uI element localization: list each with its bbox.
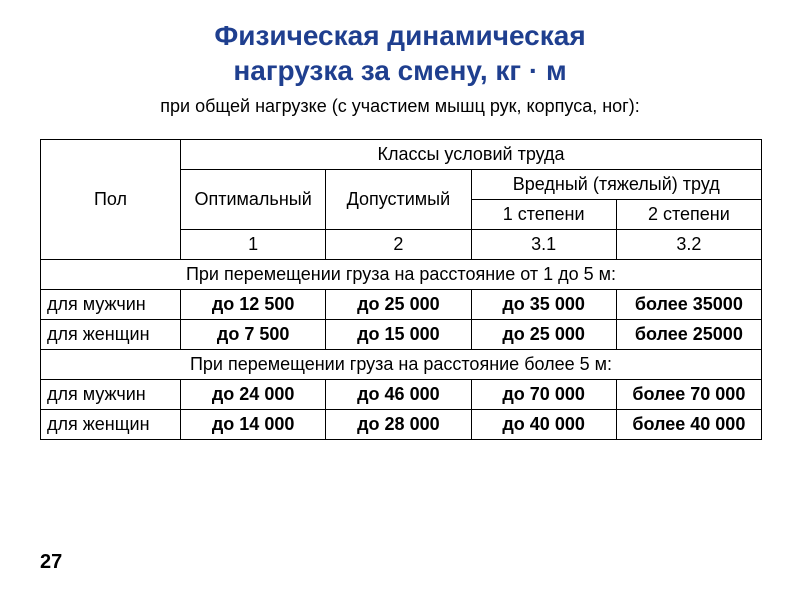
header-classes: Классы условий труда	[181, 140, 762, 170]
header-optimal: Оптимальный	[181, 170, 326, 230]
slide: Физическая динамическая нагрузка за смен…	[0, 0, 800, 600]
cell-value: более 40 000	[616, 410, 761, 440]
cell-value: до 46 000	[326, 380, 471, 410]
page-number: 27	[40, 551, 62, 574]
table-header-row: Пол Классы условий труда	[41, 140, 762, 170]
section1-label: При перемещении груза на расстояние от 1…	[41, 260, 762, 290]
row-label: для мужчин	[41, 290, 181, 320]
load-table: Пол Классы условий труда Оптимальный Доп…	[40, 139, 762, 440]
row-label: для женщин	[41, 410, 181, 440]
section-label-row: При перемещении груза на расстояние боле…	[41, 350, 762, 380]
cell-value: до 7 500	[181, 320, 326, 350]
cell-value: более 25000	[616, 320, 761, 350]
cell-value: до 15 000	[326, 320, 471, 350]
title-line-2: нагрузка за смену, кг · м	[233, 55, 566, 86]
header-code-3-2: 3.2	[616, 230, 761, 260]
cell-value: до 25 000	[471, 320, 616, 350]
cell-value: до 12 500	[181, 290, 326, 320]
table-row: для женщин до 14 000 до 28 000 до 40 000…	[41, 410, 762, 440]
header-code-1: 1	[181, 230, 326, 260]
row-label: для женщин	[41, 320, 181, 350]
header-code-2: 2	[326, 230, 471, 260]
header-harmful: Вредный (тяжелый) труд	[471, 170, 762, 200]
title-line-1: Физическая динамическая	[214, 20, 585, 51]
cell-value: до 40 000	[471, 410, 616, 440]
cell-value: более 70 000	[616, 380, 761, 410]
table-row: для женщин до 7 500 до 15 000 до 25 000 …	[41, 320, 762, 350]
section-label-row: При перемещении груза на расстояние от 1…	[41, 260, 762, 290]
header-degree-2: 2 степени	[616, 200, 761, 230]
row-label: для мужчин	[41, 380, 181, 410]
cell-value: до 24 000	[181, 380, 326, 410]
section2-label: При перемещении груза на расстояние боле…	[41, 350, 762, 380]
slide-subtitle: при общей нагрузке (с участием мышц рук,…	[40, 96, 760, 117]
table-row: для мужчин до 12 500 до 25 000 до 35 000…	[41, 290, 762, 320]
cell-value: до 35 000	[471, 290, 616, 320]
cell-value: до 70 000	[471, 380, 616, 410]
header-gender: Пол	[41, 140, 181, 260]
cell-value: более 35000	[616, 290, 761, 320]
header-allowable: Допустимый	[326, 170, 471, 230]
cell-value: до 25 000	[326, 290, 471, 320]
table-row: для мужчин до 24 000 до 46 000 до 70 000…	[41, 380, 762, 410]
cell-value: до 14 000	[181, 410, 326, 440]
header-code-3-1: 3.1	[471, 230, 616, 260]
cell-value: до 28 000	[326, 410, 471, 440]
slide-title: Физическая динамическая нагрузка за смен…	[40, 18, 760, 88]
header-degree-1: 1 степени	[471, 200, 616, 230]
